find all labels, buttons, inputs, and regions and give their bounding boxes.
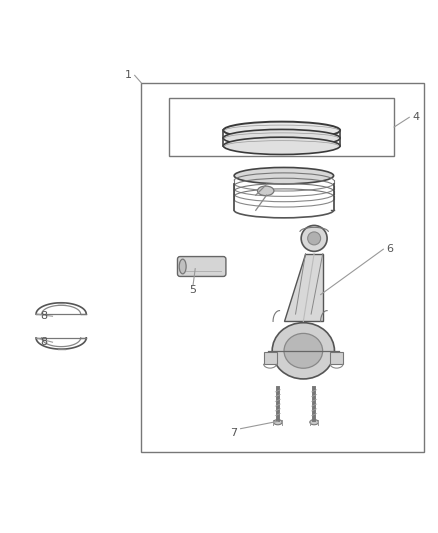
Text: 4: 4 — [412, 112, 419, 122]
Bar — [330, 352, 343, 364]
Ellipse shape — [223, 122, 340, 139]
FancyBboxPatch shape — [177, 256, 226, 277]
Ellipse shape — [310, 419, 318, 425]
Ellipse shape — [273, 419, 282, 425]
Ellipse shape — [223, 137, 340, 155]
Ellipse shape — [258, 186, 274, 196]
Ellipse shape — [301, 225, 327, 252]
Text: 8: 8 — [40, 311, 47, 321]
Bar — [264, 352, 276, 364]
Polygon shape — [284, 254, 323, 321]
Ellipse shape — [179, 259, 186, 274]
Text: 7: 7 — [230, 428, 238, 438]
Ellipse shape — [223, 130, 340, 147]
Ellipse shape — [234, 167, 334, 184]
Text: 6: 6 — [386, 244, 393, 254]
Ellipse shape — [307, 232, 321, 245]
Text: 5: 5 — [190, 285, 197, 295]
Bar — [141, 83, 424, 453]
Ellipse shape — [284, 334, 323, 368]
Text: 1: 1 — [125, 70, 132, 80]
Ellipse shape — [272, 322, 335, 379]
Text: 8: 8 — [40, 337, 47, 347]
Bar — [169, 98, 394, 156]
